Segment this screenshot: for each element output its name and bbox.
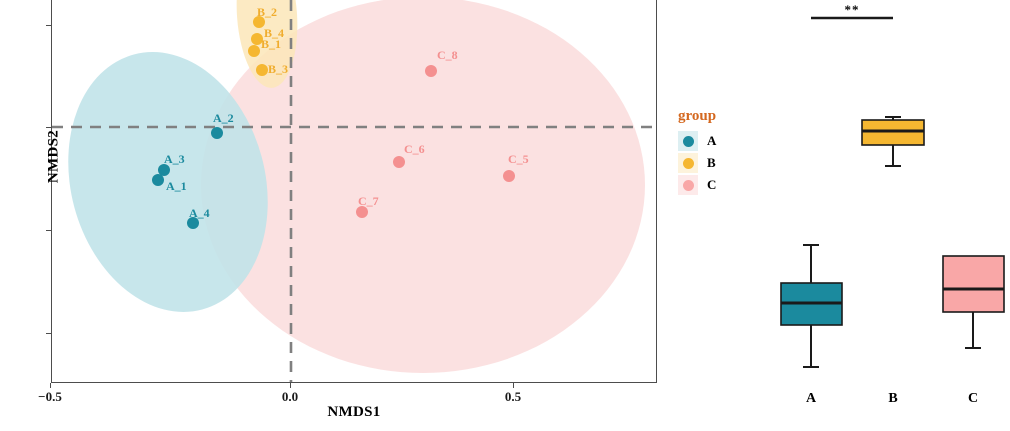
legend-dot-icon-a [682,135,694,147]
point-c8 [425,65,437,77]
legend-key-c [678,175,698,195]
point-label-b4: B_4 [264,26,285,40]
legend-label-c: C [707,177,717,192]
y-tick-mark-1 [46,127,51,128]
nmds-plot-panel [51,0,657,383]
x-tick-label-2: 0.5 [504,389,522,404]
legend-item-c[interactable]: C [678,174,788,196]
y-axis-title: NMDS2 [45,129,62,184]
legend-label-a: A [707,133,717,148]
boxplot-category-b: B [888,391,898,406]
legend-item-a[interactable]: A [678,130,788,152]
legend-key-a [678,131,698,151]
point-label-c6: C_6 [404,142,425,156]
point-label-a1: A_1 [166,179,187,193]
box-c [942,255,1005,313]
point-label-c5: C_5 [508,152,529,166]
point-label-c8: C_8 [437,48,458,62]
y-tick-mark-2 [46,230,51,231]
ellipse-group-c [201,0,645,373]
point-a2 [211,127,223,139]
point-label-b3: B_3 [268,62,289,76]
point-label-a2: A_2 [213,111,234,125]
point-b2 [253,16,265,28]
boxplot-category-a: A [805,391,817,406]
x-tick-mark-2 [513,383,514,388]
legend-dot-icon-b [682,157,694,169]
boxplot-category-c: C [967,391,979,406]
point-label-a3: A_3 [164,152,185,166]
legend-key-b [678,153,698,173]
point-a3 [158,164,170,176]
x-tick-label-1: 0.0 [281,389,299,404]
box-group-b [861,116,925,167]
x-axis-title: NMDS1 [327,404,381,420]
y-tick-mark-3 [46,333,51,334]
ellipse-group-a [68,52,268,312]
point-label-a4: A_4 [189,206,210,220]
legend-item-b[interactable]: B [678,152,788,174]
point-c7 [356,206,368,218]
x-tick-label-0: −0.5 [38,389,62,404]
significance-label: ** [844,2,860,17]
legend: group A B C [678,108,788,196]
point-label-b1: B_1 [261,37,282,51]
point-a1 [152,174,164,186]
legend-dot-icon-c [682,179,694,191]
point-label-b2: B_2 [257,5,278,19]
point-label-c7: C_7 [358,194,379,208]
legend-label-b: B [707,155,716,170]
nmds-ordination-plot: A_1 A_2 A_3 A_4 B_1 B_2 B_3 B_4 C_5 C_6 … [38,0,657,420]
box-group-a [780,244,843,368]
y-tick-mark-0 [46,25,51,26]
boxplot-panel: ** A B C [760,0,1010,431]
point-b4 [251,33,263,45]
point-b1 [248,45,260,57]
boxplot-canvas [780,16,1005,368]
nmds-canvas [52,0,656,382]
point-b3 [256,64,268,76]
x-tick-mark-0 [50,383,51,388]
point-a4 [187,217,199,229]
point-c5 [503,170,515,182]
box-group-c [942,255,1005,349]
point-c6 [393,156,405,168]
x-tick-mark-1 [290,383,291,388]
legend-title: group [678,108,717,124]
